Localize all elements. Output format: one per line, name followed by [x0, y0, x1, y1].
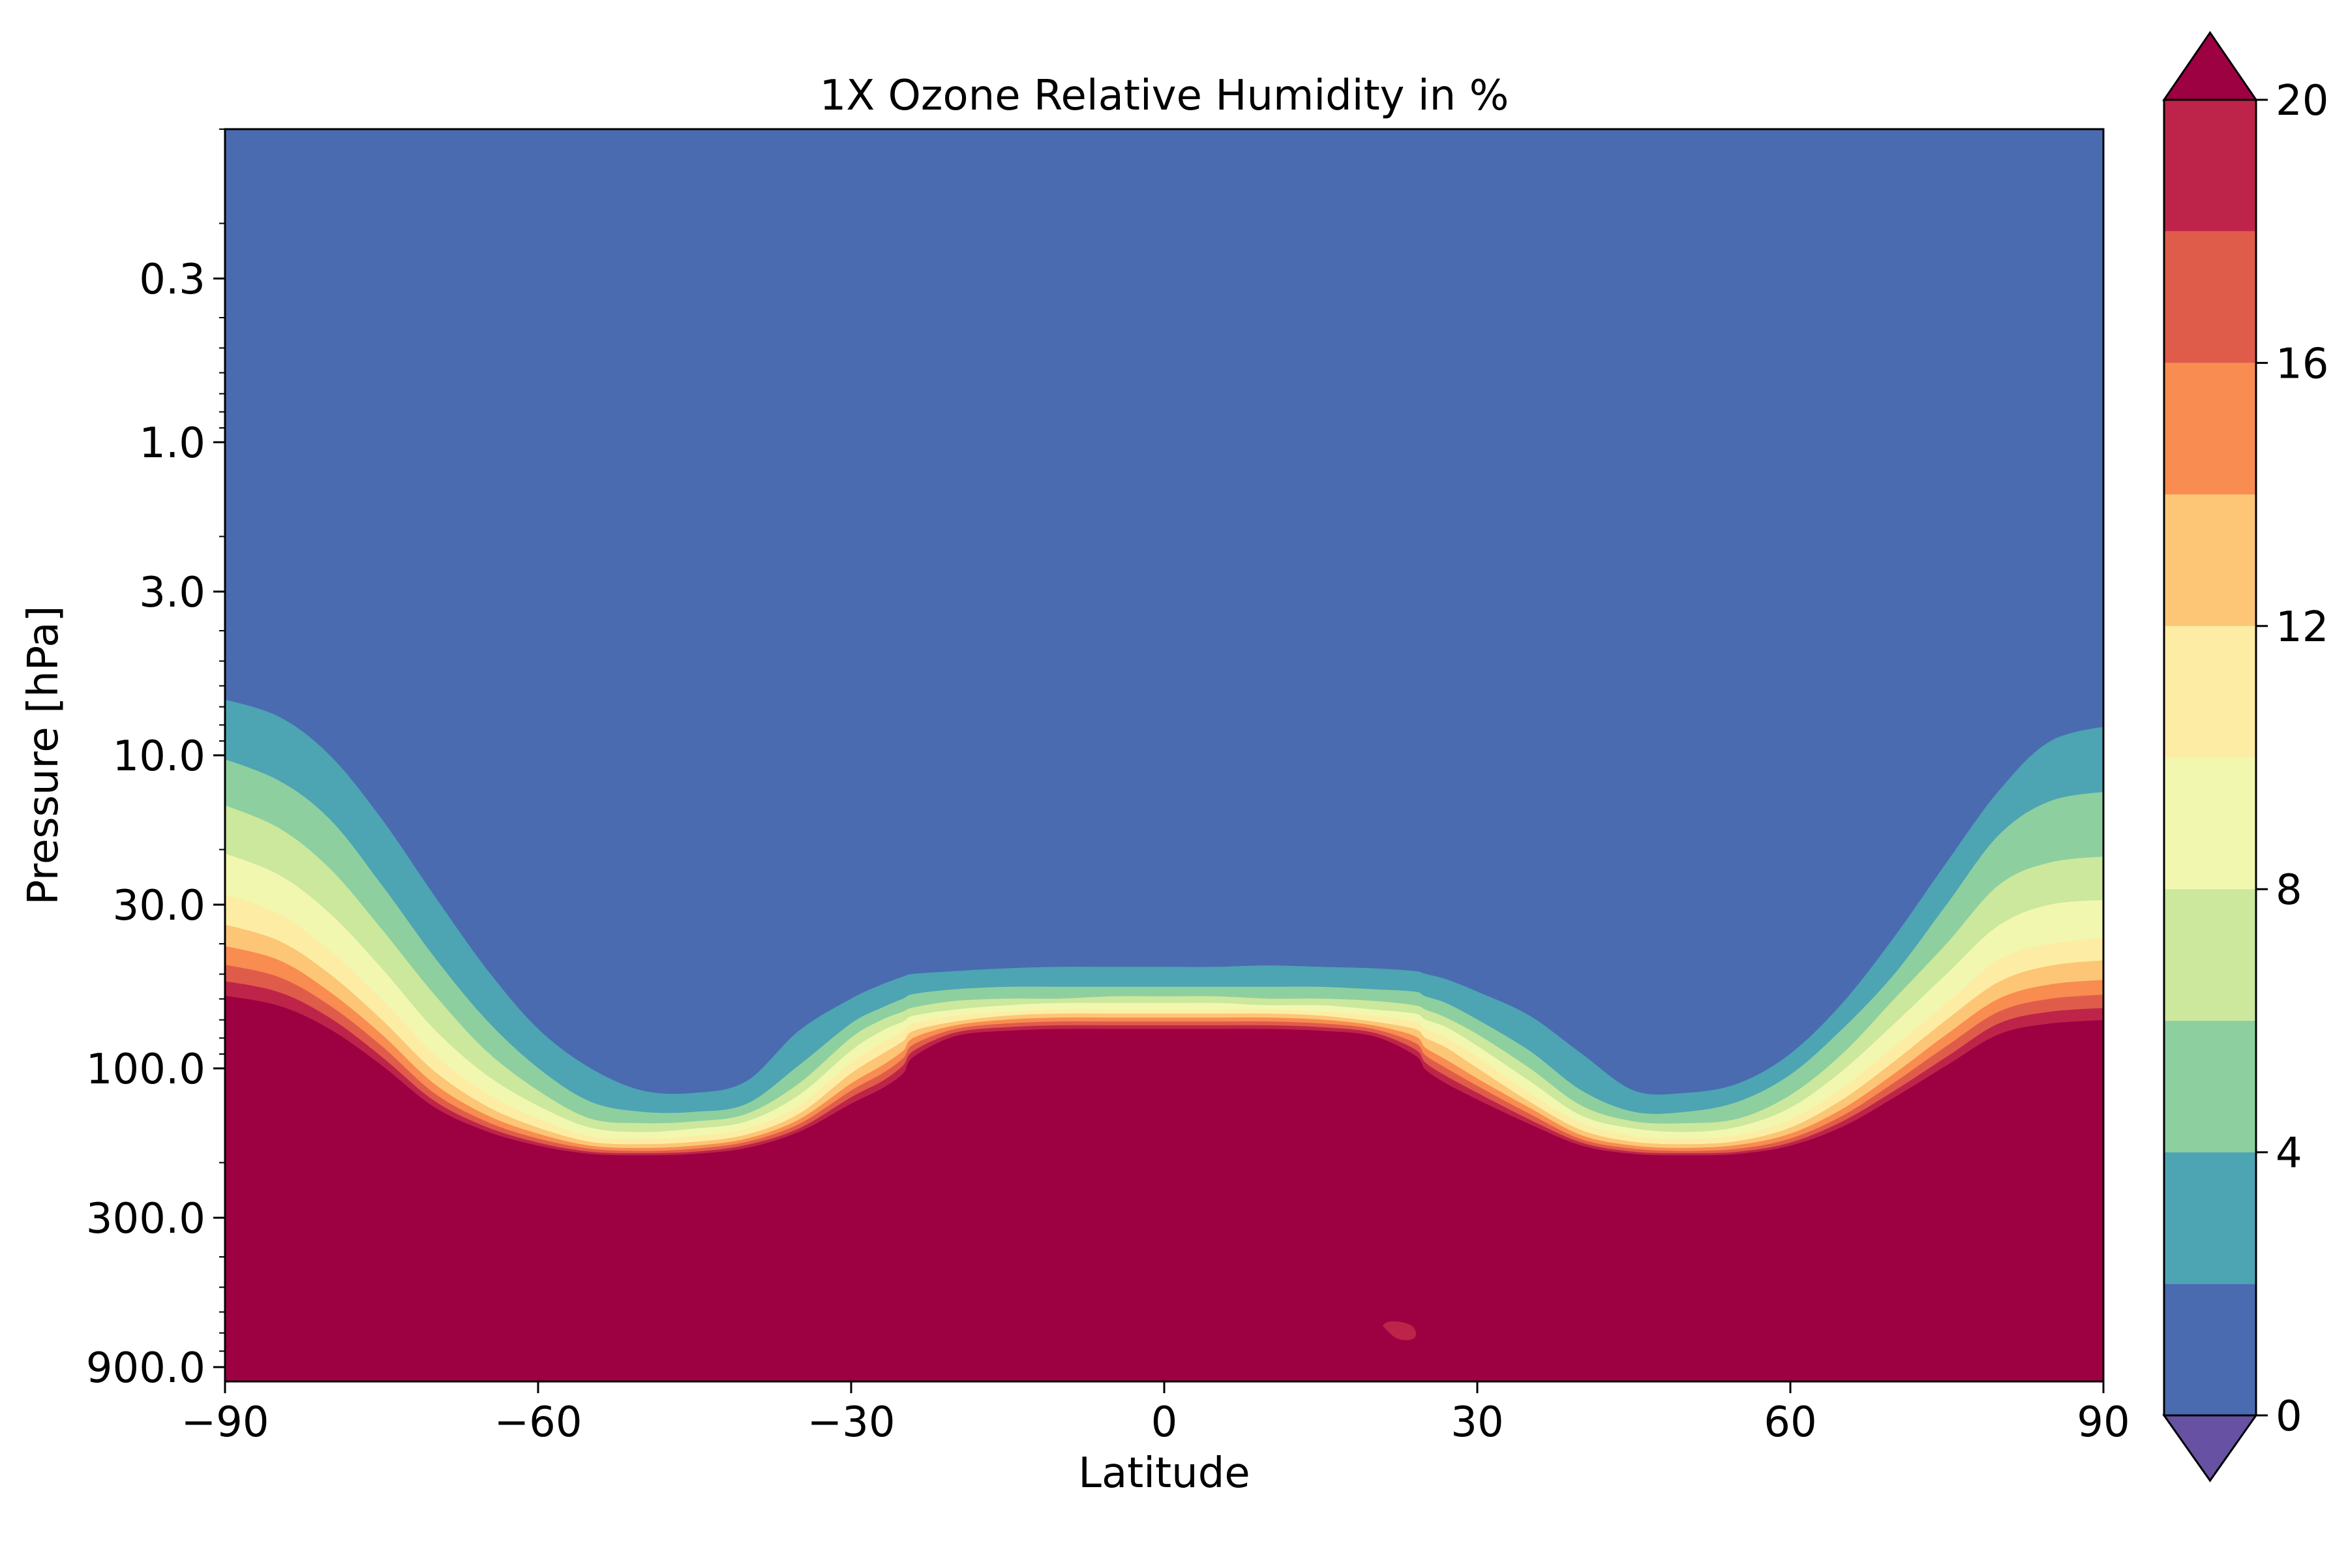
colorbar-segment: [2164, 1152, 2256, 1284]
colorbar-segment: [2164, 1284, 2256, 1415]
x-axis-label: Latitude: [1078, 1449, 1250, 1498]
y-tick-label: 30.0: [113, 882, 206, 930]
y-tick-label: 100.0: [86, 1046, 205, 1094]
colorbar-segment: [2164, 889, 2256, 1021]
colorbar-segment: [2164, 1020, 2256, 1153]
colorbar-tick-label: 16: [2276, 340, 2328, 388]
x-tick-label: 90: [2077, 1398, 2130, 1447]
colorbar-segment: [2164, 231, 2256, 363]
contour-band-20-+: [225, 995, 2103, 1381]
colorbar-segment: [2164, 626, 2256, 758]
colorbar-tick-label: 20: [2276, 77, 2328, 125]
y-axis-label: Pressure [hPa]: [20, 605, 68, 905]
x-tick-label: 0: [1151, 1398, 1178, 1447]
colorbar-segment: [2164, 757, 2256, 890]
y-tick-label: 900.0: [86, 1344, 205, 1393]
x-tick-label: 60: [1764, 1398, 1816, 1447]
x-axis: −90 −60 −30 0 30 60 90: [181, 1381, 2130, 1447]
y-tick-label: 1.0: [139, 419, 205, 468]
y-tick-label: 0.3: [139, 256, 205, 304]
y-tick-label: 300.0: [86, 1195, 205, 1243]
contour-patch: [1383, 1321, 1417, 1340]
colorbar-tick-label: 12: [2276, 603, 2328, 652]
colorbar-tick-label: 8: [2276, 866, 2302, 914]
plot-area: [225, 129, 2103, 1381]
y-tick-label: 3.0: [139, 569, 205, 617]
x-tick-label: −30: [807, 1398, 895, 1447]
x-tick-label: −60: [494, 1398, 582, 1447]
y-axis: 0.3 1.0 3.0 10.0 30.0 100.0 300.0 900.0: [86, 128, 225, 1393]
colorbar-segment: [2164, 494, 2256, 626]
colorbar-extend-max: [2162, 31, 2258, 101]
colorbar-extend-min: [2162, 1414, 2258, 1483]
colorbar-tick-label: 4: [2276, 1130, 2302, 1178]
colorbar-segment: [2164, 100, 2256, 232]
chart-title: 1X Ozone Relative Humidity in %: [820, 72, 1509, 120]
y-tick-label: 10.0: [113, 732, 206, 781]
x-tick-label: −90: [181, 1398, 269, 1447]
colorbar-frame: [2163, 98, 2257, 1417]
colorbar: 0 4 8 12 16 20: [2162, 31, 2328, 1483]
colorbar-segment: [2164, 363, 2256, 495]
colorbar-tick-label: 0: [2276, 1393, 2302, 1441]
x-tick-label: 30: [1451, 1398, 1503, 1447]
